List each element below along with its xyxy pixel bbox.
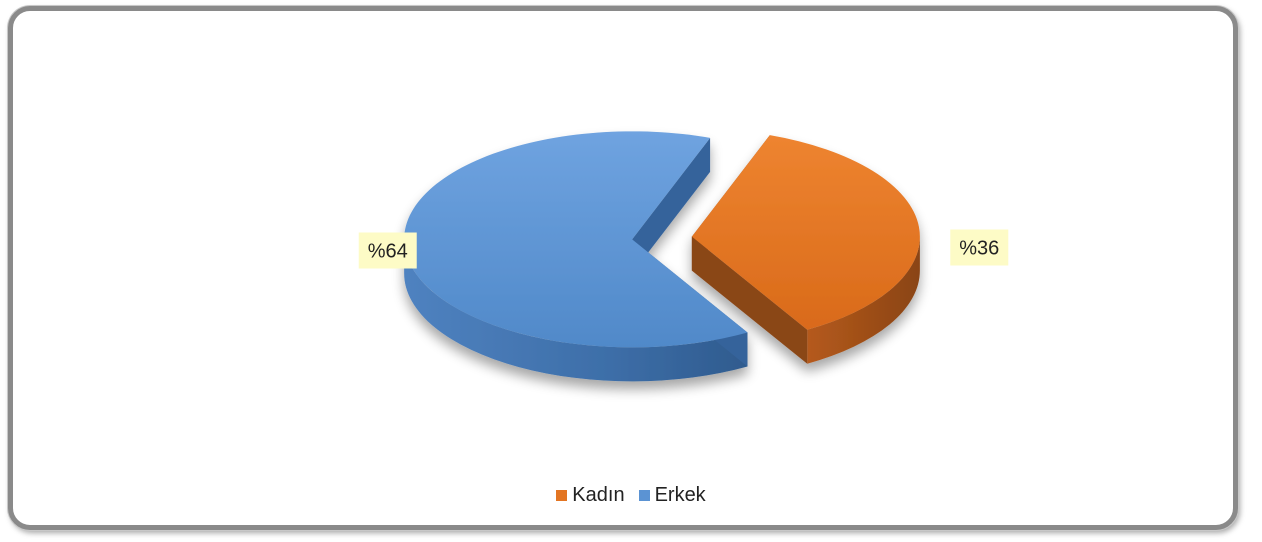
- legend-swatch-kadin: [556, 490, 568, 501]
- legend-item-kadin: Kadın: [556, 484, 625, 507]
- data-label-box-erkek: [358, 232, 417, 269]
- pie-slice-top-kadin: [691, 135, 920, 330]
- data-label-erkek: %64: [358, 232, 417, 269]
- legend-item-erkek: Erkek: [638, 484, 706, 507]
- pie-slice-side-kadin: [807, 236, 920, 364]
- data-label-text-kadin: %36: [959, 237, 999, 259]
- pie-slice-kadin: [691, 135, 920, 364]
- legend-label-erkek: Erkek: [654, 484, 706, 506]
- pie-slice-cut-kadin-1: [691, 236, 808, 364]
- data-label-text-erkek: %64: [368, 241, 408, 263]
- data-label-box-kadin: [950, 229, 1009, 266]
- legend-label-kadin: Kadın: [572, 484, 625, 506]
- data-label-kadin: %36: [950, 229, 1009, 266]
- pie-slice-top-erkek: [404, 131, 748, 348]
- legend-swatch-erkek: [638, 490, 650, 501]
- pie-slice-erkek: [404, 131, 748, 382]
- chart-legend: Kadın Erkek: [0, 484, 1262, 507]
- pie-slice-side-erkek: [404, 239, 748, 382]
- pie-slice-cut-erkek-1: [632, 137, 711, 274]
